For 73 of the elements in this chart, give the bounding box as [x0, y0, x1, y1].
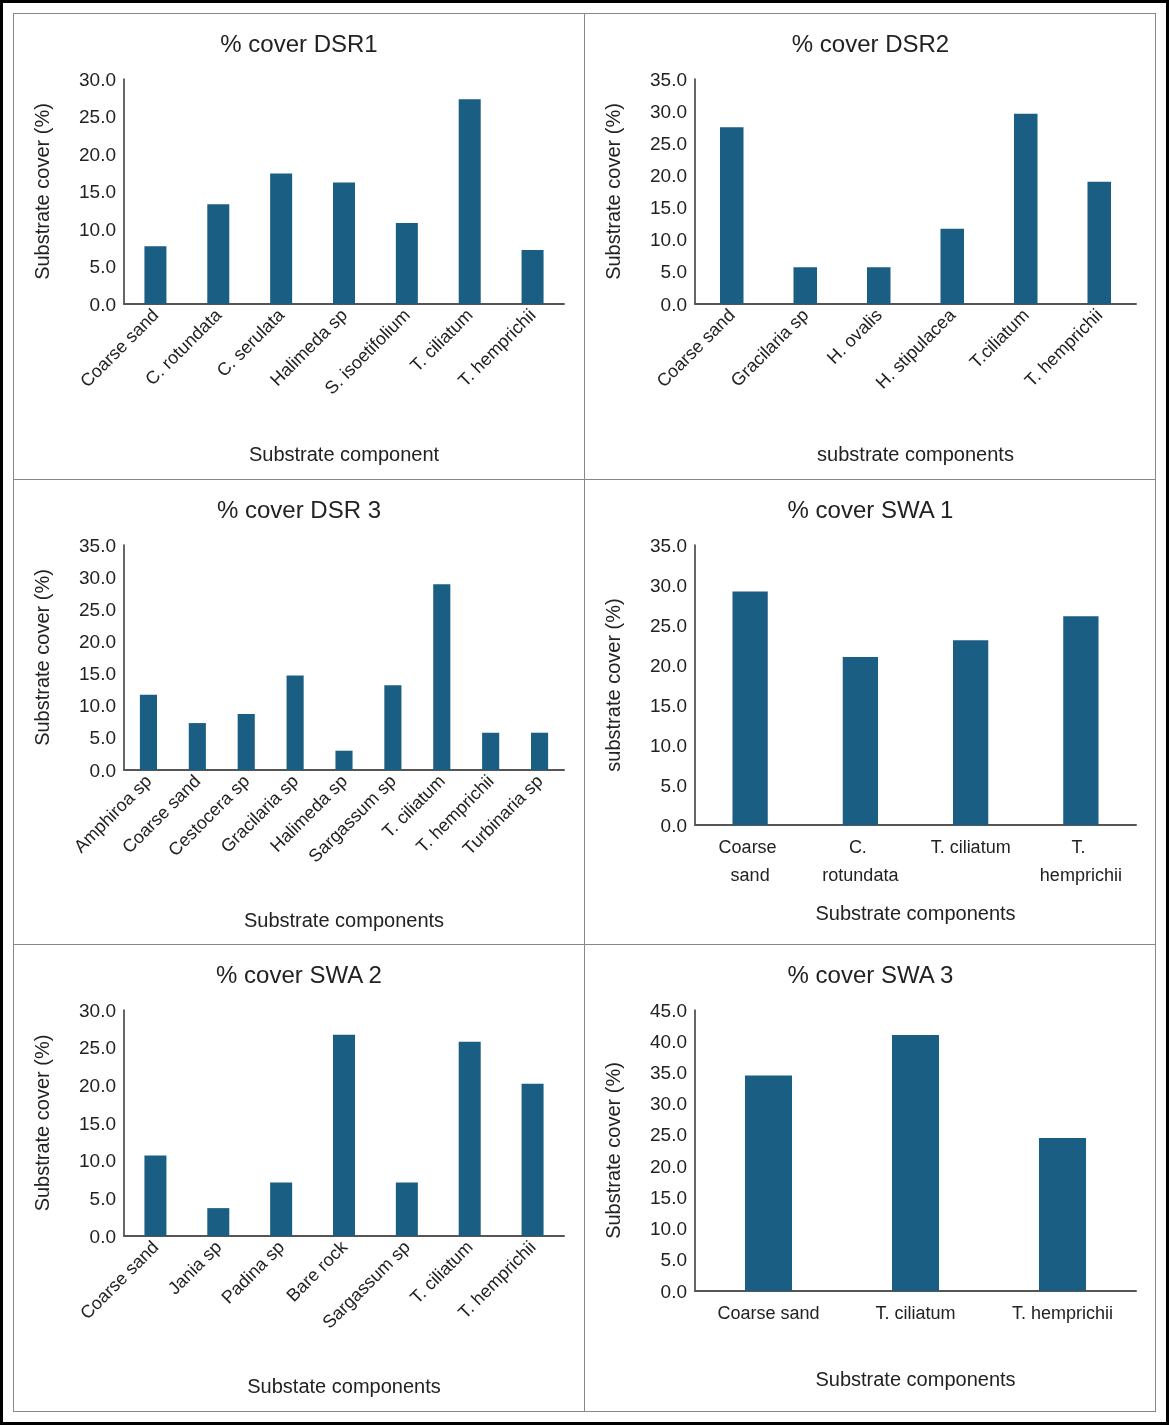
chart-title: % cover DSR 3: [216, 495, 382, 523]
y-tick-label: 15.0: [79, 662, 116, 684]
x-tick-label: T. hemprichii: [1039, 836, 1122, 885]
y-axis-title: Substrate cover (%): [601, 103, 624, 280]
x-tick-label: T. ciliatum: [874, 1303, 956, 1324]
y-tick-label: 25.0: [79, 598, 116, 620]
y-axis-title: Substrate cover (%): [31, 568, 53, 746]
y-tick-label: 0.0: [660, 1280, 687, 1302]
y-tick-label: 5.0: [89, 1188, 116, 1210]
y-tick-label: 15.0: [649, 197, 687, 219]
y-tick-label: 5.0: [89, 727, 116, 749]
y-tick-label: 20.0: [79, 143, 116, 165]
y-tick-label: 20.0: [79, 1075, 116, 1097]
y-tick-label: 0.0: [89, 759, 116, 781]
y-tick-label: 10.0: [649, 229, 687, 251]
y-tick-label: 10.0: [79, 694, 116, 716]
y-tick-label: 30.0: [649, 100, 687, 122]
y-tick-label: 20.0: [649, 654, 687, 676]
chart-title: % cover SWA 2: [216, 960, 382, 988]
x-axis-title: substrate components: [816, 443, 1014, 465]
y-tick-label: 30.0: [79, 999, 116, 1021]
y-axis-title: substrate cover (%): [601, 597, 624, 772]
chart-title: % cover SWA 3: [787, 960, 953, 988]
x-tick-label: C. rotundata: [821, 836, 899, 885]
x-axis-title: Substrate component: [248, 443, 440, 465]
y-tick-label: 15.0: [649, 694, 687, 716]
x-axis-title: Substrate components: [814, 1368, 1016, 1391]
y-tick-label: 0.0: [660, 814, 687, 836]
y-tick-label: 20.0: [649, 164, 687, 186]
y-tick-label: 15.0: [79, 1112, 116, 1134]
x-tick-label: Coarse sand: [718, 836, 782, 885]
y-tick-label: 30.0: [649, 574, 687, 596]
y-tick-label: 25.0: [79, 106, 116, 127]
y-tick-label: 20.0: [79, 630, 116, 652]
y-tick-label: 25.0: [649, 132, 687, 154]
y-tick-label: 15.0: [79, 181, 116, 202]
y-tick-label: 35.0: [649, 534, 687, 556]
y-tick-label: 15.0: [649, 1187, 687, 1209]
chart-title: % cover DSR2: [791, 29, 949, 57]
chart-title: % cover DSR1: [220, 29, 378, 57]
y-axis-title: Substrate cover (%): [31, 103, 53, 280]
y-tick-label: 5.0: [660, 261, 687, 283]
y-axis-title: Substrate cover (%): [601, 1062, 624, 1240]
y-tick-label: 30.0: [79, 566, 116, 588]
y-axis-title: Substrate cover (%): [31, 1034, 53, 1212]
y-tick-label: 40.0: [649, 1031, 687, 1053]
y-tick-label: 10.0: [649, 734, 687, 756]
y-tick-label: 0.0: [89, 293, 116, 315]
y-tick-label: 5.0: [660, 774, 687, 796]
y-tick-label: 10.0: [79, 218, 116, 240]
y-tick-label: 30.0: [79, 68, 116, 90]
chart-title: % cover SWA 1: [787, 495, 953, 523]
y-tick-label: 35.0: [79, 534, 116, 556]
y-tick-label: 20.0: [649, 1155, 687, 1177]
y-tick-label: 35.0: [649, 68, 687, 90]
y-tick-label: 25.0: [649, 1124, 687, 1146]
y-tick-label: 10.0: [649, 1218, 687, 1240]
x-axis-title: Substate components: [247, 1375, 441, 1398]
y-tick-label: 0.0: [89, 1225, 116, 1247]
x-tick-label: Coarse sand: [716, 1303, 820, 1324]
y-tick-label: 0.0: [660, 293, 687, 315]
y-tick-label: 10.0: [79, 1150, 116, 1172]
y-tick-label: 25.0: [79, 1037, 116, 1059]
x-axis-title: Substrate components: [243, 908, 445, 931]
y-tick-label: 25.0: [649, 614, 687, 636]
x-tick-label: T. ciliatum: [930, 836, 1011, 857]
y-tick-label: 30.0: [649, 1093, 687, 1115]
y-tick-label: 35.0: [649, 1062, 687, 1084]
y-tick-label: 5.0: [660, 1249, 687, 1271]
y-tick-label: 5.0: [89, 256, 116, 277]
y-tick-label: 45.0: [649, 999, 687, 1021]
x-axis-title: Substrate components: [814, 901, 1016, 924]
x-tick-label: T. hemprichii: [1011, 1303, 1113, 1324]
